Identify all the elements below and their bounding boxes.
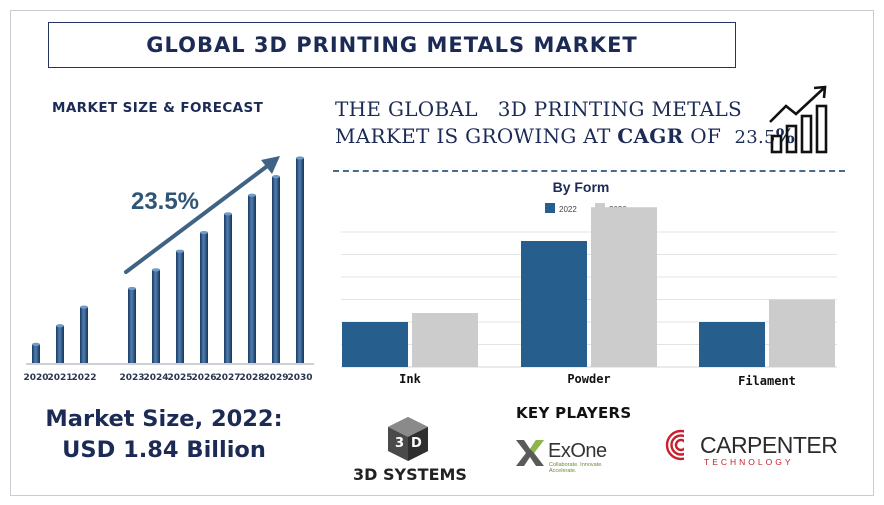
3d-systems-name: 3D SYSTEMS (353, 465, 467, 484)
by-form-title: By Form (553, 179, 610, 195)
forecast-bar-cap-2026 (200, 230, 208, 235)
forecast-bar-2030 (296, 158, 304, 363)
bar-powder-2022 (521, 241, 587, 367)
forecast-tick-label: 2028 (239, 373, 264, 383)
forecast-tick-label: 2030 (287, 373, 312, 383)
market-size-line-1: Market Size, 2022: (45, 406, 283, 432)
growth-line-1: THE GLOBAL 3D PRINTING METALS (335, 97, 743, 121)
bar-ink-2030 (412, 313, 478, 367)
trend-arrow-icon (124, 162, 272, 274)
forecast-bar-2021 (56, 325, 64, 363)
forecast-bar-2020 (32, 344, 40, 363)
forecast-tick-label: 2029 (263, 373, 288, 383)
svg-text:3: 3 (395, 436, 404, 451)
market-size-line-2: USD 1.84 Billion (62, 437, 266, 463)
bar-chart-growth-icon (769, 85, 828, 154)
forecast-bar-2025 (176, 251, 184, 363)
forecast-bar-cap-2025 (176, 249, 184, 253)
forecast-tick-label: 2025 (167, 373, 192, 383)
exone-logo: ExOne Collaborate. Innovate. Accelerate. (514, 436, 624, 474)
forecast-tick-label: 2027 (215, 373, 240, 383)
growth-line-2-prefix: MARKET IS GROWING AT (335, 124, 618, 148)
forecast-bar-cap-2021 (56, 324, 64, 328)
bar-filament-2022 (699, 322, 765, 367)
bar-ink-2022 (342, 322, 408, 367)
forecast-bar-cap-2030 (296, 156, 304, 160)
section-divider (333, 170, 845, 172)
forecast-tick-label: 2021 (47, 373, 72, 383)
forecast-bar-cap-2029 (272, 175, 280, 179)
page-title: GLOBAL 3D PRINTING METALS MARKET (146, 33, 638, 57)
forecast-bar-cap-2022 (80, 305, 88, 309)
forecast-bar-cap-2027 (224, 212, 232, 216)
forecast-bar-2028 (248, 195, 256, 363)
forecast-tick-label: 2024 (143, 373, 168, 383)
svg-text:D: D (411, 436, 422, 451)
forecast-bar-2027 (224, 213, 232, 363)
carpenter-name: CARPENTER (700, 432, 838, 458)
category-label-powder: Powder (567, 372, 610, 386)
forecast-title: MARKET SIZE & FORECAST (52, 100, 264, 116)
forecast-tick-label: 2026 (191, 373, 216, 383)
market-size: Market Size, 2022: USD 1.84 Billion (34, 404, 294, 466)
carpenter-swirl-icon (665, 427, 698, 463)
forecast-bar-cap-2024 (152, 268, 160, 272)
by-form-bar-chart: By Form20222030InkPowderFilament (341, 179, 837, 388)
legend-swatch-2022 (545, 203, 555, 213)
bar-filament-2030 (769, 299, 835, 367)
3d-systems-cube-icon: 3 D (388, 417, 428, 461)
forecast-bar-cap-2028 (248, 193, 256, 197)
forecast-bar-2029 (272, 176, 280, 363)
trend-arrow-head-icon (261, 156, 280, 174)
growth-line-2: MARKET IS GROWING AT CAGR OF 23.5% (335, 123, 795, 151)
forecast-bar-cap-2020 (32, 342, 40, 346)
carpenter-logo: CARPENTER TECHNOLOGY (664, 423, 838, 473)
forecast-bar-cap-2023 (128, 286, 136, 291)
exone-tagline: Collaborate. Innovate. Accelerate. (549, 462, 603, 474)
bar-powder-2030 (591, 207, 657, 367)
forecast-bar-2026 (200, 232, 208, 363)
category-label-ink: Ink (399, 372, 421, 386)
forecast-bar-2022 (80, 307, 88, 363)
legend-label-2022: 2022 (559, 205, 577, 214)
3d-systems-logo: 3 D 3D SYSTEMS (350, 415, 480, 487)
page-frame (10, 10, 874, 496)
forecast-tick-label: 2022 (71, 373, 96, 383)
exone-x-icon (516, 440, 544, 466)
forecast-bar-2023 (128, 288, 136, 363)
growth-statement: THE GLOBAL 3D PRINTING METALS MARKET IS … (335, 96, 795, 151)
forecast-bar-2024 (152, 269, 160, 363)
forecast-tick-label: 2020 (23, 373, 48, 383)
key-players-title: KEY PLAYERS (516, 404, 632, 422)
title-box: GLOBAL 3D PRINTING METALS MARKET (48, 22, 736, 68)
cagr-annotation: 23.5% (131, 188, 199, 215)
cagr-value: 23.5 (734, 127, 776, 148)
forecast-tick-label: 2023 (119, 373, 144, 383)
exone-name: ExOne (548, 440, 607, 462)
carpenter-subtitle: TECHNOLOGY (704, 457, 794, 467)
of-word: OF (683, 124, 735, 148)
category-label-filament: Filament (738, 374, 796, 388)
cagr-word: CAGR (617, 124, 684, 148)
